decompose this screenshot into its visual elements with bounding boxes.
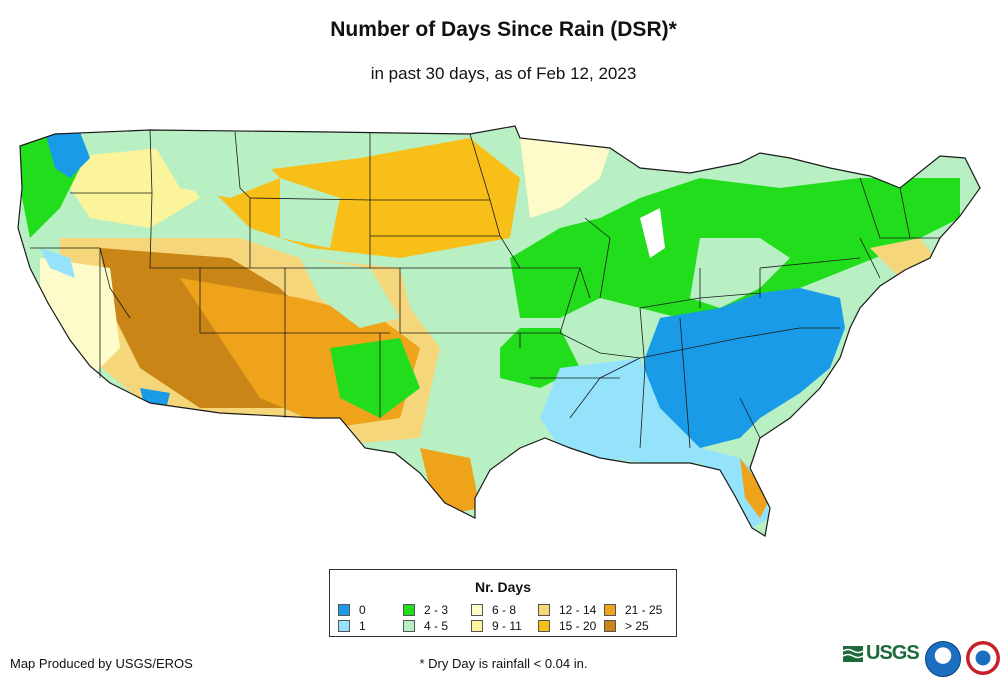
legend-title: Nr. Days: [474, 579, 532, 595]
legend-label: 1: [359, 619, 366, 633]
legend-swatch: [403, 620, 415, 632]
legend-item-6: 12 - 14: [538, 603, 596, 617]
legend-label: 12 - 14: [559, 603, 597, 617]
legend-swatch: [471, 604, 483, 616]
legend-label: 4 - 5: [424, 619, 449, 633]
legend-label: 6 - 8: [492, 603, 517, 617]
legend-swatch: [538, 604, 550, 616]
legend-item-3: 4 - 5: [403, 619, 448, 633]
map-title: Number of Days Since Rain (DSR)*: [330, 18, 677, 41]
legend-item-5: 9 - 11: [471, 619, 522, 633]
legend-label: 21 - 25: [625, 603, 663, 617]
legend-item-4: 6 - 8: [471, 603, 516, 617]
legend-swatch: [338, 604, 350, 616]
legend-swatch: [604, 604, 616, 616]
legend-swatch: [538, 620, 550, 632]
legend-swatch: [604, 620, 616, 632]
legend-item-2: 2 - 3: [403, 603, 448, 617]
legend-label: 15 - 20: [559, 619, 597, 633]
legend-item-7: 15 - 20: [538, 619, 596, 633]
legend-item-9: > 25: [604, 619, 649, 633]
legend-item-1: 1: [338, 619, 366, 633]
map-credit: Map Produced by USGS/EROS: [10, 656, 193, 671]
legend-item-0: 0: [338, 603, 366, 617]
map-legend: Nr. Days 0 1 2 - 3 4 - 5 6 - 8 9 - 11 12…: [329, 569, 677, 637]
noaa-logo-icon: [925, 641, 961, 677]
legend-label: > 25: [625, 619, 649, 633]
map-subtitle: in past 30 days, as of Feb 12, 2023: [370, 64, 637, 83]
legend-item-8: 21 - 25: [604, 603, 662, 617]
usgs-wave-icon: [843, 645, 863, 662]
legend-label: 2 - 3: [424, 603, 449, 617]
usgs-logo: USGS: [843, 642, 920, 665]
usgs-wordmark: USGS: [866, 642, 920, 664]
dry-day-footnote: * Dry Day is rainfall < 0.04 in.: [419, 656, 588, 671]
legend-swatch: [338, 620, 350, 632]
legend-label: 9 - 11: [492, 619, 522, 633]
legend-swatch: [471, 620, 483, 632]
legend-swatch: [403, 604, 415, 616]
us-dsr-map: [17, 125, 981, 537]
legend-label: 0: [359, 603, 366, 617]
nws-logo-icon: [966, 641, 1000, 675]
